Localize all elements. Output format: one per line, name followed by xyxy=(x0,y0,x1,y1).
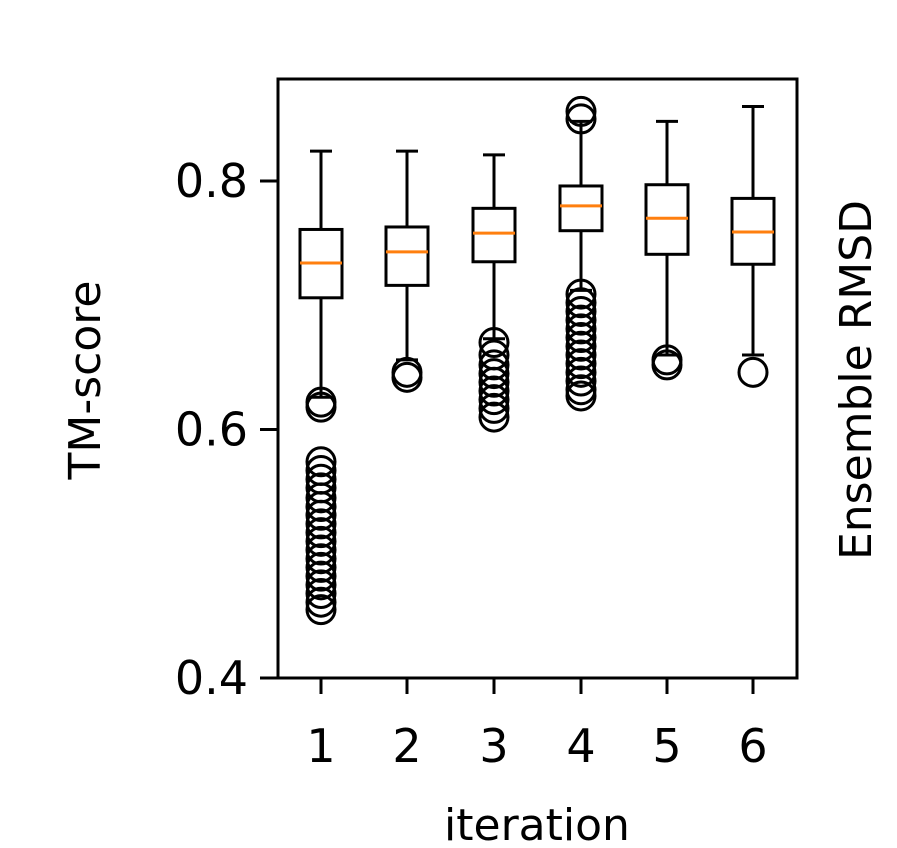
plot-frame xyxy=(276,77,799,680)
box-group-4 xyxy=(558,95,604,412)
outlier-point xyxy=(305,578,337,610)
x-tick-label: 6 xyxy=(738,719,767,773)
outlier-point xyxy=(305,525,337,557)
outlier-point xyxy=(305,551,337,583)
x-axis-label: iteration xyxy=(444,800,630,848)
outlier-point xyxy=(478,384,510,416)
outlier-point xyxy=(478,327,510,359)
outlier-point xyxy=(305,586,337,618)
outlier-point xyxy=(305,391,337,423)
outlier-point xyxy=(565,304,597,336)
outlier-point xyxy=(305,446,337,478)
outlier-point xyxy=(478,392,510,424)
x-tick-label: 1 xyxy=(306,719,335,773)
outlier-point xyxy=(565,322,597,354)
outlier-point xyxy=(565,330,597,362)
outlier-point xyxy=(305,543,337,575)
outlier-point xyxy=(305,569,337,601)
outlier-point xyxy=(565,295,597,327)
x-tick-label: 2 xyxy=(392,719,421,773)
y-tick-label: 0.8 xyxy=(175,154,248,208)
outlier-point xyxy=(565,287,597,319)
x-tick-label: 5 xyxy=(652,719,681,773)
box-group-5 xyxy=(644,119,690,381)
outlier-point xyxy=(565,95,597,127)
box-group-6 xyxy=(730,104,776,388)
outlier-point xyxy=(737,356,769,388)
box-group-1 xyxy=(298,149,344,626)
x-tick-label: 4 xyxy=(566,719,595,773)
box-group-3 xyxy=(471,153,517,433)
outlier-point xyxy=(565,365,597,397)
boxes-layer xyxy=(298,95,776,626)
outlier-point xyxy=(651,349,683,381)
box-iqr xyxy=(471,206,517,264)
x-tick-label: 3 xyxy=(479,719,508,773)
outlier-point xyxy=(478,358,510,390)
outlier-point xyxy=(305,508,337,540)
box-iqr xyxy=(384,225,430,287)
outlier-point xyxy=(305,560,337,592)
right-axis-label: Ensemble RMSD xyxy=(831,200,882,560)
y-axis-label: TM-score xyxy=(60,281,111,481)
outlier-point xyxy=(478,366,510,398)
outlier-point xyxy=(565,313,597,345)
outlier-point xyxy=(565,348,597,380)
box-group-2 xyxy=(384,149,430,393)
outlier-point xyxy=(305,594,337,626)
outlier-point xyxy=(565,278,597,310)
box-iqr xyxy=(558,184,604,233)
y-tick-label: 0.6 xyxy=(175,403,248,457)
outlier-point xyxy=(565,356,597,388)
outlier-point xyxy=(478,401,510,433)
outlier-point xyxy=(565,380,597,412)
outlier-point xyxy=(305,534,337,566)
outlier-point xyxy=(565,103,597,135)
y-tick-label: 0.4 xyxy=(175,651,248,705)
outlier-point xyxy=(478,375,510,407)
outlier-point xyxy=(305,499,337,531)
outlier-point xyxy=(391,361,423,393)
outlier-point xyxy=(305,491,337,523)
outlier-point xyxy=(305,482,337,514)
axis-ticks: 0.4 0.6 0.8 1 2 3 4 5 6 xyxy=(175,154,768,773)
outlier-point xyxy=(305,517,337,549)
outlier-point xyxy=(565,339,597,371)
outlier-point xyxy=(478,349,510,381)
